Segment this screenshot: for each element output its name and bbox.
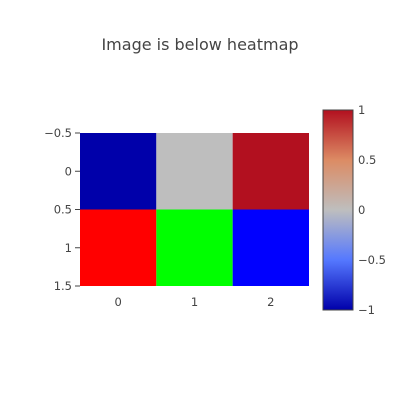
image-pixel (156, 209, 233, 286)
colorbar-tick-label: −0.5 (358, 253, 386, 267)
y-tick-label: 0.5 (54, 203, 72, 217)
chart-title: Image is below heatmap (101, 35, 298, 54)
x-axis: 0 1 2 (115, 295, 275, 309)
heatmap-cell (156, 133, 233, 210)
y-tick-label: 1 (65, 241, 72, 255)
y-axis: −0.5 0 0.5 1 1.5 (44, 126, 80, 293)
colorbar (322, 109, 354, 311)
image-pixel (80, 209, 157, 286)
x-tick-label: 2 (267, 295, 274, 309)
y-tick-label: 1.5 (54, 279, 72, 293)
heatmap-cell (80, 133, 157, 210)
colorbar-tick-label: 1 (358, 103, 365, 117)
colorbar-tick-label: 0.5 (358, 153, 376, 167)
y-tick-label: −0.5 (44, 126, 72, 140)
plot-area (80, 133, 309, 286)
colorbar-gradient (322, 109, 354, 311)
colorbar-tick-label: 0 (358, 203, 365, 217)
y-tick-label: 0 (65, 164, 72, 178)
colorbar-tick-label: −1 (358, 303, 375, 317)
colorbar-ticks: 1 0.5 0 −0.5 −1 (358, 103, 386, 317)
x-tick-label: 0 (115, 295, 122, 309)
heatmap-cell (232, 133, 309, 210)
x-tick-label: 1 (191, 295, 198, 309)
image-pixel (232, 209, 309, 286)
